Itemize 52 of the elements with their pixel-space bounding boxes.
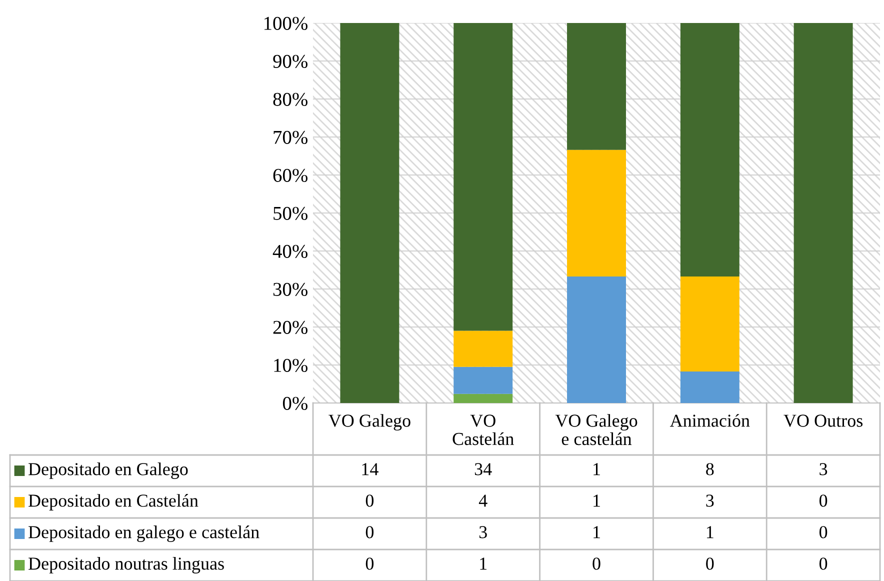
bar	[680, 23, 740, 276]
legend-label: Depositado en Castelán	[28, 494, 198, 510]
bar	[454, 366, 513, 394]
y-tick-label: 80%	[273, 92, 308, 106]
bar	[567, 23, 626, 150]
text: 0	[366, 526, 374, 538]
text: 1	[480, 558, 487, 570]
text: 1	[594, 526, 600, 538]
y-tick-label: 10%	[274, 358, 308, 372]
bar	[680, 276, 740, 372]
y-tick-label: 40%	[272, 244, 308, 258]
text: 4	[478, 494, 488, 507]
text: 3	[479, 526, 487, 538]
text: 1	[706, 526, 714, 538]
text: 34	[474, 463, 492, 476]
x-tick-label: VO Outros	[784, 414, 863, 427]
text: 0	[366, 558, 374, 570]
y-tick-label: 60%	[273, 168, 308, 182]
y-tick-label: 30%	[273, 282, 308, 296]
text: 0	[819, 526, 828, 538]
bar	[454, 330, 513, 367]
y-tick-label: 20%	[273, 320, 308, 334]
y-tick-label: 90%	[273, 54, 308, 68]
text: 8	[706, 463, 714, 476]
y-tick-label: 70%	[274, 130, 308, 144]
bar	[454, 394, 513, 403]
x-tick-label: VO Galego	[328, 414, 410, 431]
bar	[567, 150, 626, 276]
text: 0	[592, 558, 600, 570]
bar	[454, 23, 513, 331]
text: 0	[819, 558, 828, 570]
bar	[794, 23, 853, 403]
x-tick-label: VO Galego e castelán	[555, 414, 638, 446]
text: 1	[594, 463, 600, 476]
text: 3	[820, 463, 828, 476]
text: 14	[362, 463, 378, 476]
text: 0	[819, 494, 828, 507]
text: 0	[706, 558, 714, 570]
legend-label: Depositado en galego e castelán	[28, 526, 260, 542]
bar	[340, 23, 400, 403]
y-tick-label: 50%	[274, 206, 308, 220]
y-tick-label: 0%	[282, 396, 308, 410]
text: 1	[594, 494, 600, 507]
legend-label: Depositado noutras linguas	[28, 557, 224, 574]
text: 0	[366, 494, 374, 507]
bar	[680, 371, 740, 403]
x-tick-label: VO Castelán	[452, 414, 514, 446]
y-tick-label: 100%	[264, 16, 308, 30]
legend-label: Depositado en Galego	[28, 462, 188, 479]
x-tick-label: Animación	[670, 414, 750, 427]
bar	[567, 276, 626, 403]
text: 3	[706, 494, 714, 507]
